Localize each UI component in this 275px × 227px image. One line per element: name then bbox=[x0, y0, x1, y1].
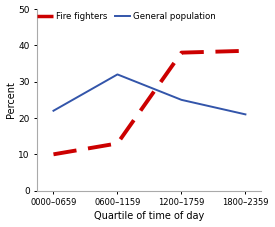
Y-axis label: Percent: Percent bbox=[6, 81, 16, 118]
Legend: Fire fighters, General population: Fire fighters, General population bbox=[37, 12, 216, 21]
X-axis label: Quartile of time of day: Quartile of time of day bbox=[94, 211, 205, 222]
